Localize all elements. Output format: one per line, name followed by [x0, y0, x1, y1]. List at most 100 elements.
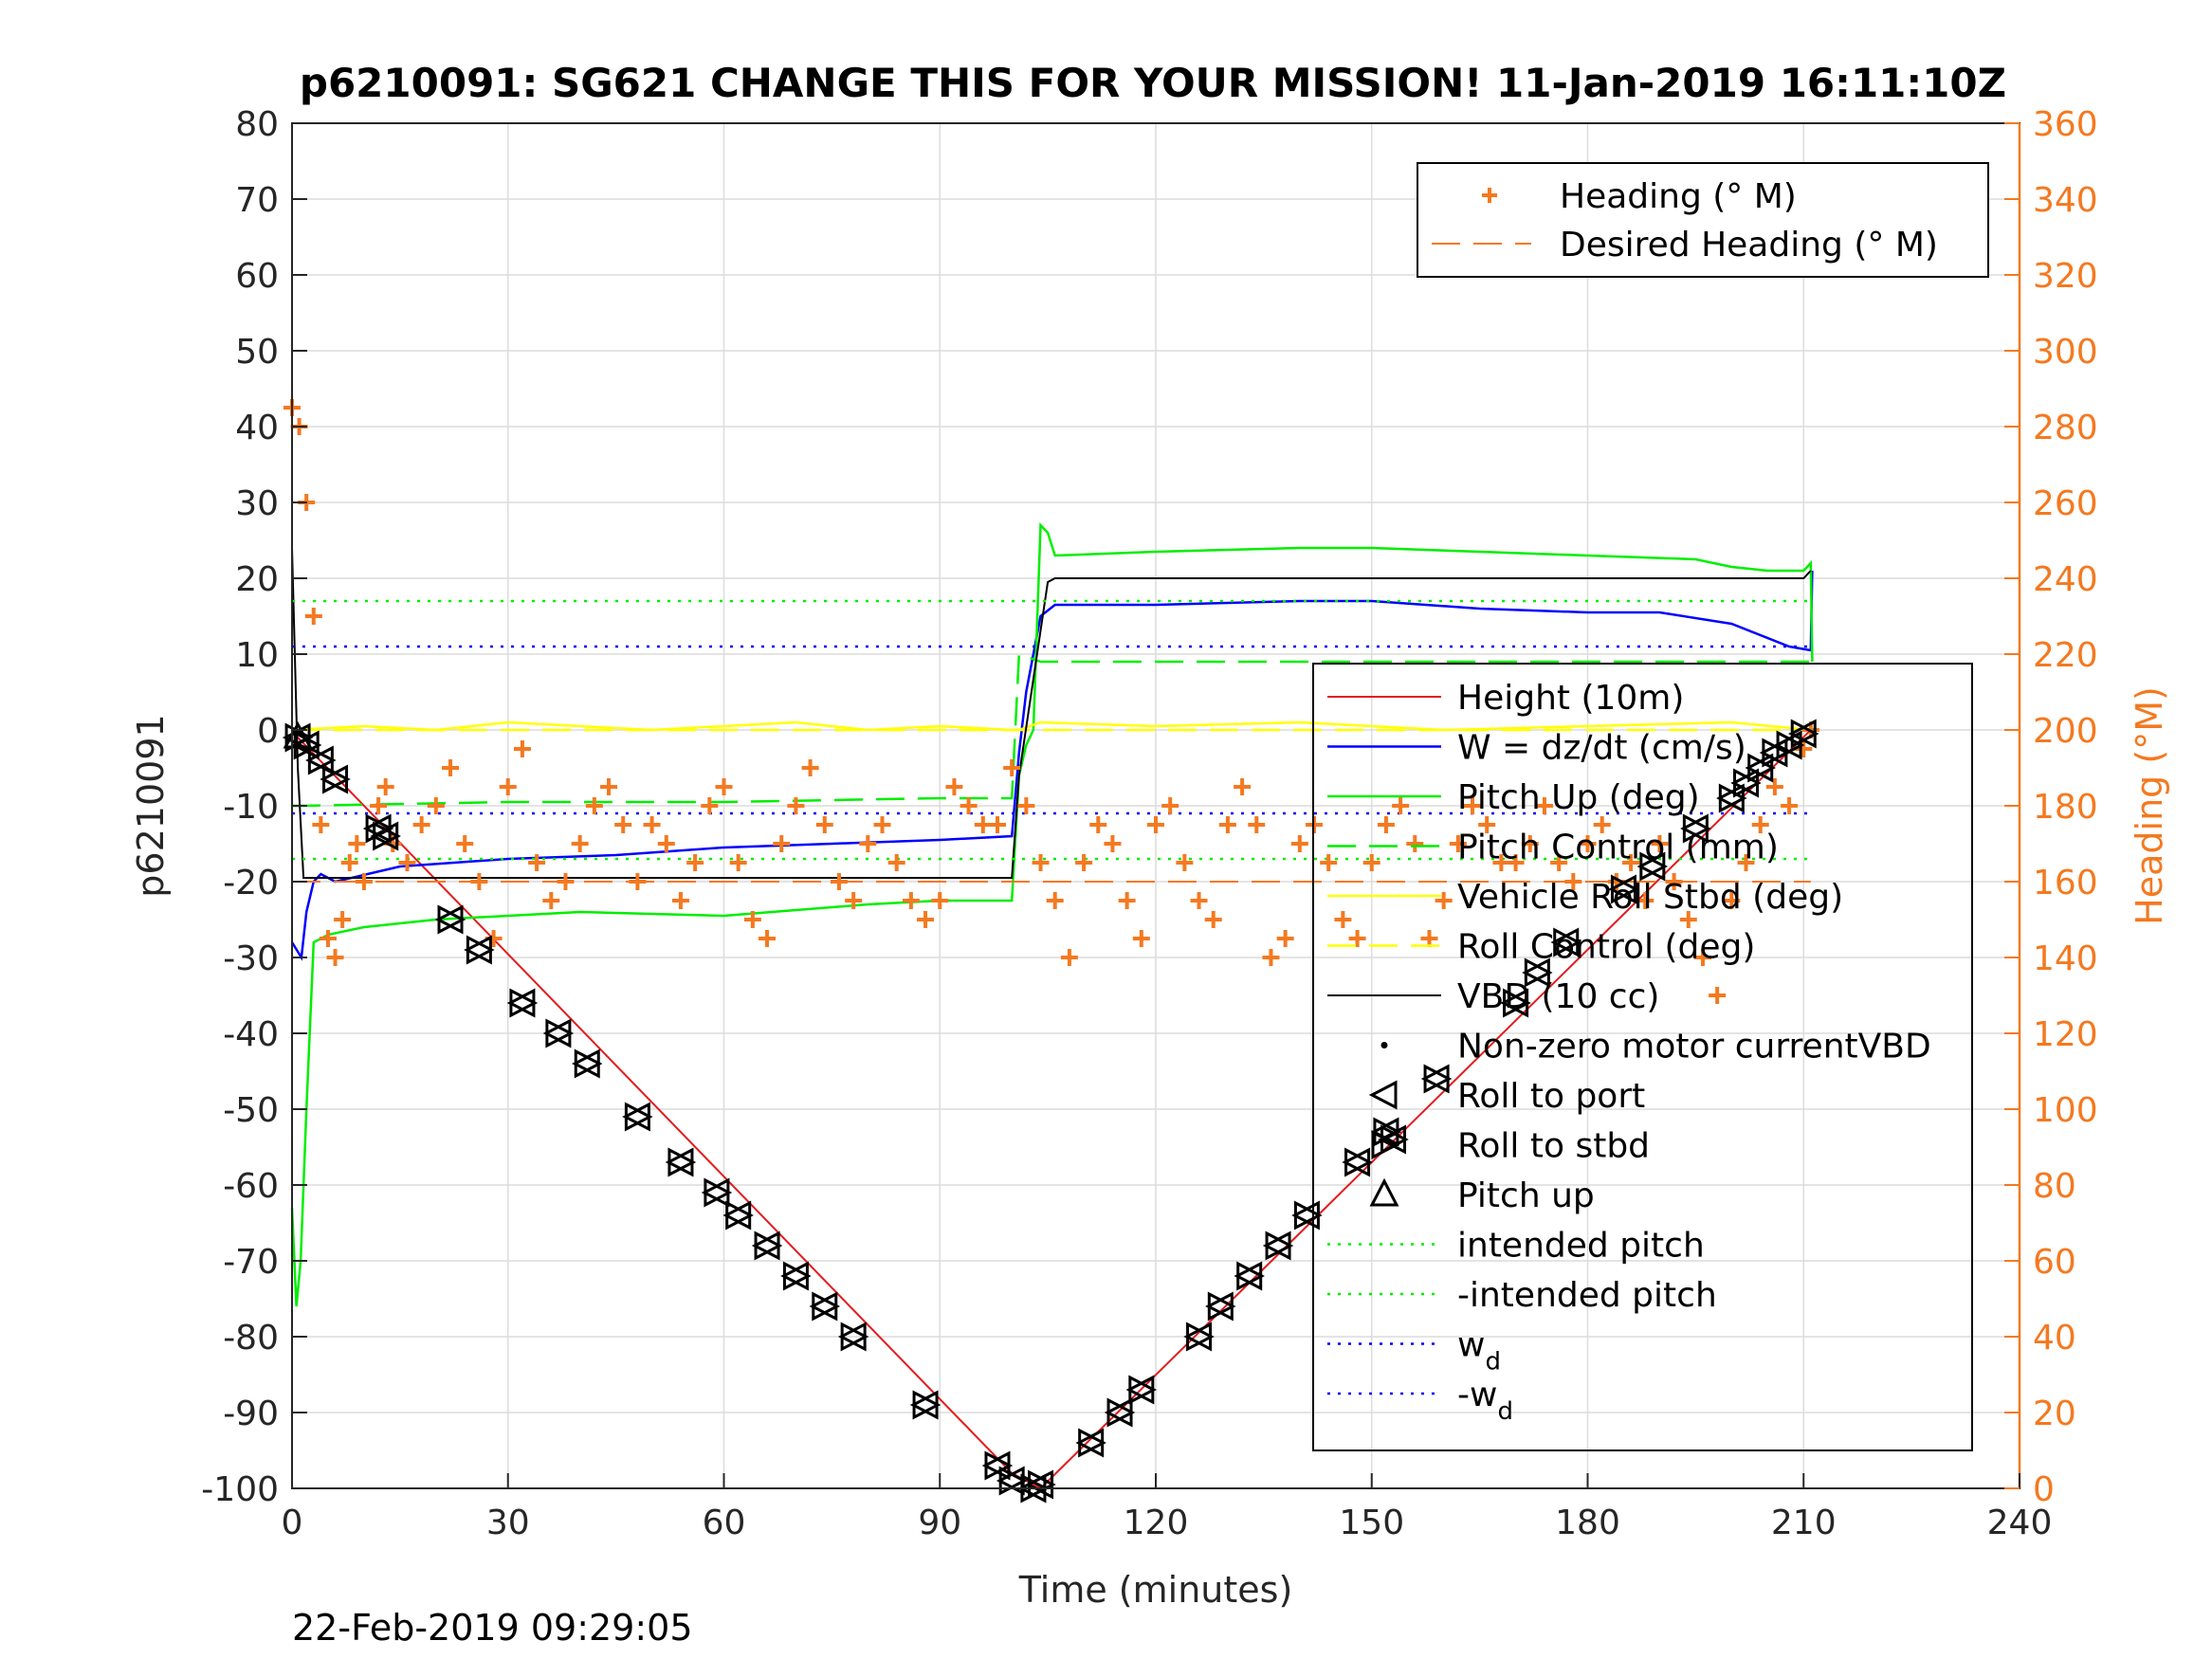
marker-roll-stbd [754, 1231, 783, 1261]
heading-point [1362, 854, 1380, 871]
marker-roll-stbd [373, 821, 401, 851]
y-tick-label-left: -50 [223, 1091, 279, 1130]
heading-point [1234, 778, 1252, 795]
legend-top-entry: Heading (° M) [1560, 177, 1797, 216]
heading-point [304, 608, 322, 625]
y-tick-label-right: 280 [2033, 409, 2098, 447]
marker-roll-stbd [322, 764, 351, 794]
heading-point [787, 797, 805, 814]
heading-point [873, 816, 891, 833]
heading-series [283, 399, 1819, 1004]
legend-main-entry: Pitch Up (deg) [1457, 778, 1700, 817]
marker-roll-stbd [1776, 730, 1805, 760]
marker-roll-stbd [1553, 927, 1581, 957]
y-tick-label-right: 320 [2033, 257, 2098, 296]
heading-point [1075, 854, 1093, 871]
x-tick-label: 180 [1555, 1504, 1620, 1542]
marker-roll-stbd [1733, 768, 1762, 798]
y-tick-label-right: 0 [2033, 1470, 2055, 1509]
y-tick-label-right: 180 [2033, 788, 2098, 827]
heading-point [1161, 797, 1179, 814]
heading-point [1003, 759, 1021, 776]
heading-point [355, 873, 373, 890]
heading-point [960, 797, 978, 814]
heading-point [334, 911, 352, 928]
heading-point [1651, 835, 1669, 852]
heading-point [1636, 892, 1654, 909]
legend-symbol-pitch-up [1369, 1177, 1399, 1207]
heading-point [376, 778, 394, 795]
y-tick-label-left: -30 [223, 939, 279, 978]
marker-roll-stbd [545, 1018, 575, 1048]
marker-roll-stbd [307, 745, 337, 775]
series-line [292, 652, 1811, 808]
heading-point [759, 930, 777, 947]
x-tick-label: 90 [918, 1504, 961, 1542]
y-tick-label-right: 160 [2033, 864, 2098, 902]
marker-roll-stbd [667, 1147, 697, 1177]
heading-point [1104, 835, 1122, 852]
heading-point [1132, 930, 1150, 947]
legend-symbol-roll-stbd [1371, 1130, 1400, 1159]
y-tick-label-right: 20 [2033, 1395, 2076, 1433]
heading-point [1765, 778, 1783, 795]
x-tick-label: 150 [1339, 1504, 1404, 1542]
legend-heading: Heading (° M) Desired Heading (° M) [1417, 162, 1989, 278]
heading-point [319, 930, 337, 947]
y-tick-label-left: -70 [223, 1243, 279, 1282]
heading-point [917, 911, 935, 928]
heading-point [1435, 892, 1453, 909]
marker-roll-stbd [1524, 957, 1553, 988]
marker-roll-stbd [998, 1466, 1028, 1496]
heading-point [1348, 930, 1366, 947]
legend-top-entry: Desired Heading (° M) [1560, 226, 1938, 264]
series-line [290, 521, 1814, 1307]
y-tick-label-right: 140 [2033, 939, 2098, 978]
heading-point [442, 759, 460, 776]
heading-point [887, 854, 905, 871]
legend-main: Height (10m) W = dz/dt (cm/s) Pitch Up (de… [1312, 663, 1973, 1451]
legend-symbol-roll-port [1368, 1080, 1398, 1110]
heading-point [1709, 987, 1727, 1004]
x-tick-label: 0 [282, 1504, 303, 1542]
y-tick-labels-right: 3603403203002802602402202001801601401201… [2033, 105, 2098, 1509]
heading-point [427, 797, 445, 814]
marker-roll-stbd [1293, 1200, 1323, 1231]
heading-point [1262, 949, 1280, 966]
marker-roll-stbd [509, 988, 539, 1018]
heading-point [528, 854, 546, 871]
heading-point [557, 873, 575, 890]
heading-point [1089, 816, 1107, 833]
marker-roll-stbd [624, 1102, 653, 1132]
legend-main-entry: Roll to stbd [1457, 1127, 1650, 1166]
y-tick-label-right: 360 [2033, 105, 2098, 144]
heading-point [1622, 854, 1640, 871]
marker-roll-stbd [1186, 1322, 1215, 1352]
heading-point [499, 778, 517, 795]
heading-point [931, 892, 949, 909]
x-tick-label: 30 [486, 1504, 530, 1542]
y-tick-label-left: -80 [223, 1319, 279, 1358]
heading-point [1392, 797, 1410, 814]
heading-point [1017, 797, 1035, 814]
y-tick-label-left: -100 [201, 1470, 279, 1509]
x-tick-label: 240 [1987, 1504, 2053, 1542]
marker-roll-stbd [466, 935, 495, 965]
legend-main-entry: -intended pitch [1457, 1276, 1717, 1315]
marker-roll-stbd [1423, 1064, 1453, 1094]
heading-point [1248, 816, 1266, 833]
legend-heading-marker [1482, 188, 1497, 203]
heading-point [1306, 816, 1324, 833]
x-tick-labels: 0 30 60 90 120 150 180 210 240 [282, 1504, 2053, 1542]
legend-main-entry: W = dz/dt (cm/s) [1457, 729, 1746, 768]
heading-point [1190, 892, 1208, 909]
y-tick-label-left: 30 [235, 484, 279, 523]
legend-subscript: d [1485, 1348, 1501, 1376]
y-tick-label-left: 50 [235, 333, 279, 372]
heading-point [1665, 873, 1683, 890]
y-tick-label-left: 70 [235, 181, 279, 220]
heading-point [1550, 854, 1568, 871]
y-axis-label-left: p6210091 [130, 714, 172, 897]
heading-point [1737, 854, 1755, 871]
heading-point [1276, 930, 1294, 947]
